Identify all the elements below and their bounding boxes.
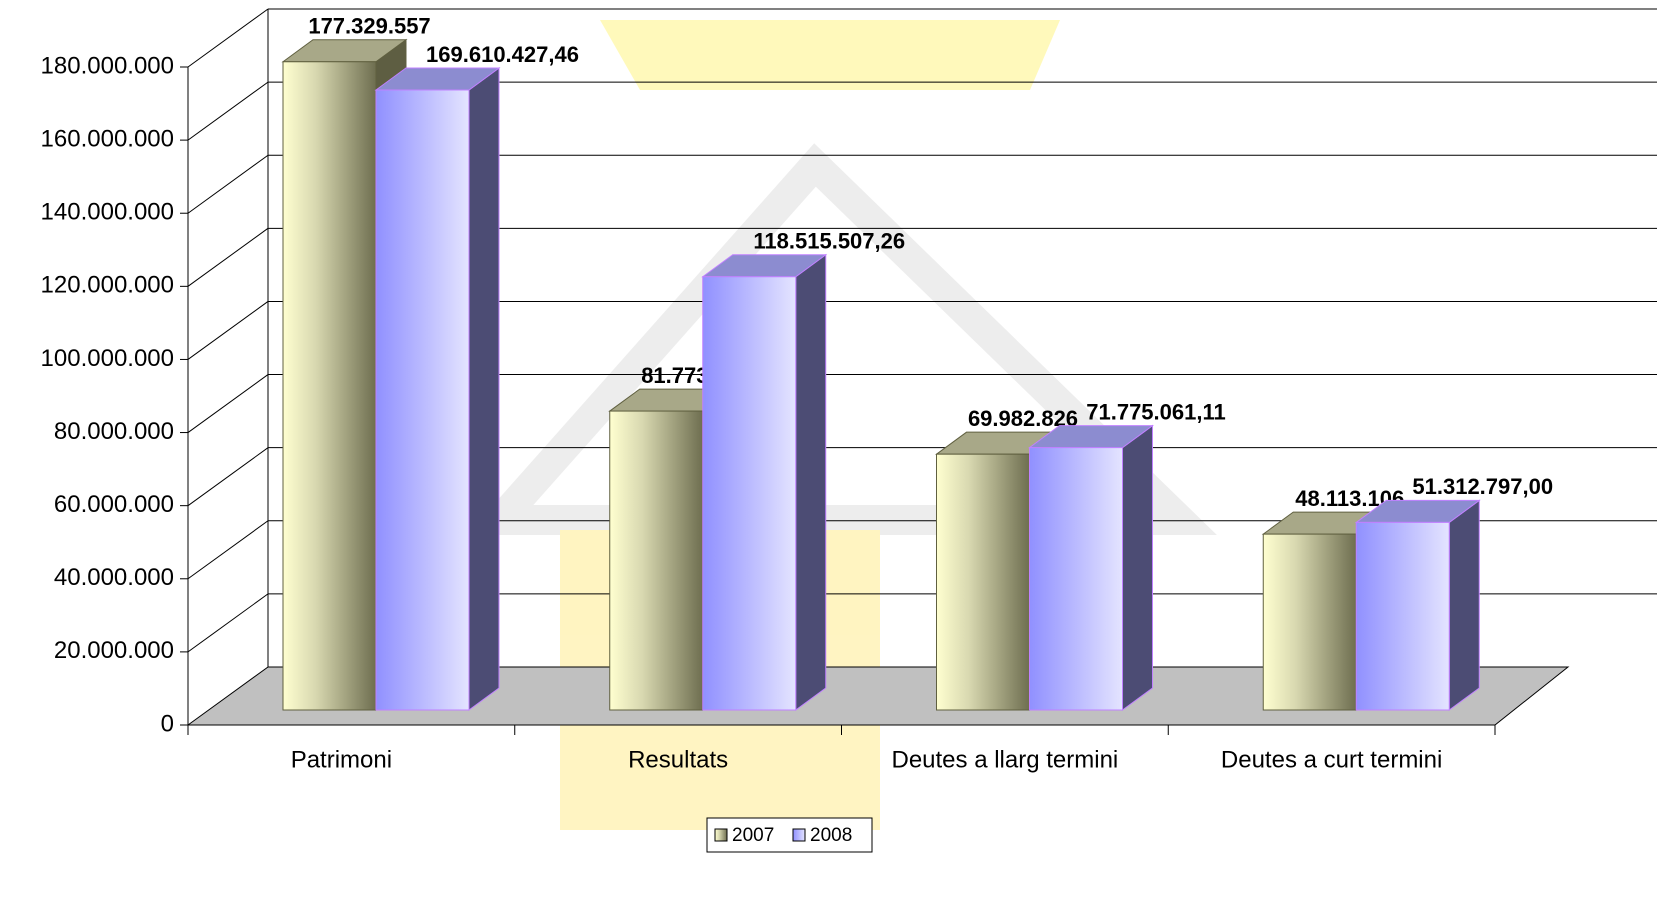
legend: 2007 2008 [706,817,873,853]
grid-line [187,301,269,360]
bar-side [1122,424,1153,711]
y-tick-label: 80.000.000 [54,418,174,445]
y-tick-label: 140.000.000 [41,199,174,226]
value-label: 51.312.797,00 [1412,474,1553,499]
y-tick-label: 0 [161,710,174,737]
bar [936,453,1030,711]
value-label: 169.610.427,46 [426,42,579,67]
y-tick-label: 100.000.000 [41,345,174,372]
grid-line [187,8,269,68]
bar [1262,533,1357,711]
y-tick-label: 20.000.000 [54,637,174,664]
x-tick-label: Patrimoni [291,746,392,773]
bar [702,276,797,711]
bar-side [795,253,827,711]
x-tick-label: Deutes a llarg termini [891,746,1118,773]
grid-line [187,520,269,580]
value-label: 71.775.061,11 [1086,399,1225,424]
bar [609,410,704,711]
bar-side [468,66,500,711]
grid-line [187,593,269,653]
grid-line [187,374,269,433]
x-tick-label: Deutes a curt termini [1221,746,1442,773]
y-tick-label: 160.000.000 [41,125,174,152]
legend-label: 2007 [732,825,774,846]
grid-line [187,154,269,214]
bar [1355,521,1450,711]
y-tick-label: 60.000.000 [54,491,174,518]
value-label: 118.515.507,26 [753,229,905,254]
value-label: 177.329.557 [308,14,430,39]
legend-swatch [714,828,728,842]
x-tick-label: Resultats [628,746,728,773]
legend-label: 2008 [810,825,852,846]
y-tick-label: 180.000.000 [41,52,174,79]
bar [375,89,470,711]
y-tick-label: 120.000.000 [41,272,174,299]
grid-line [187,447,269,507]
legend-box [706,817,873,853]
bar-side [1448,499,1480,711]
bar [1029,447,1123,711]
y-tick-label: 40.000.000 [54,564,174,591]
grid-line [187,81,269,141]
legend-swatch [792,828,806,842]
bar [282,61,377,711]
grid-line [187,227,269,287]
